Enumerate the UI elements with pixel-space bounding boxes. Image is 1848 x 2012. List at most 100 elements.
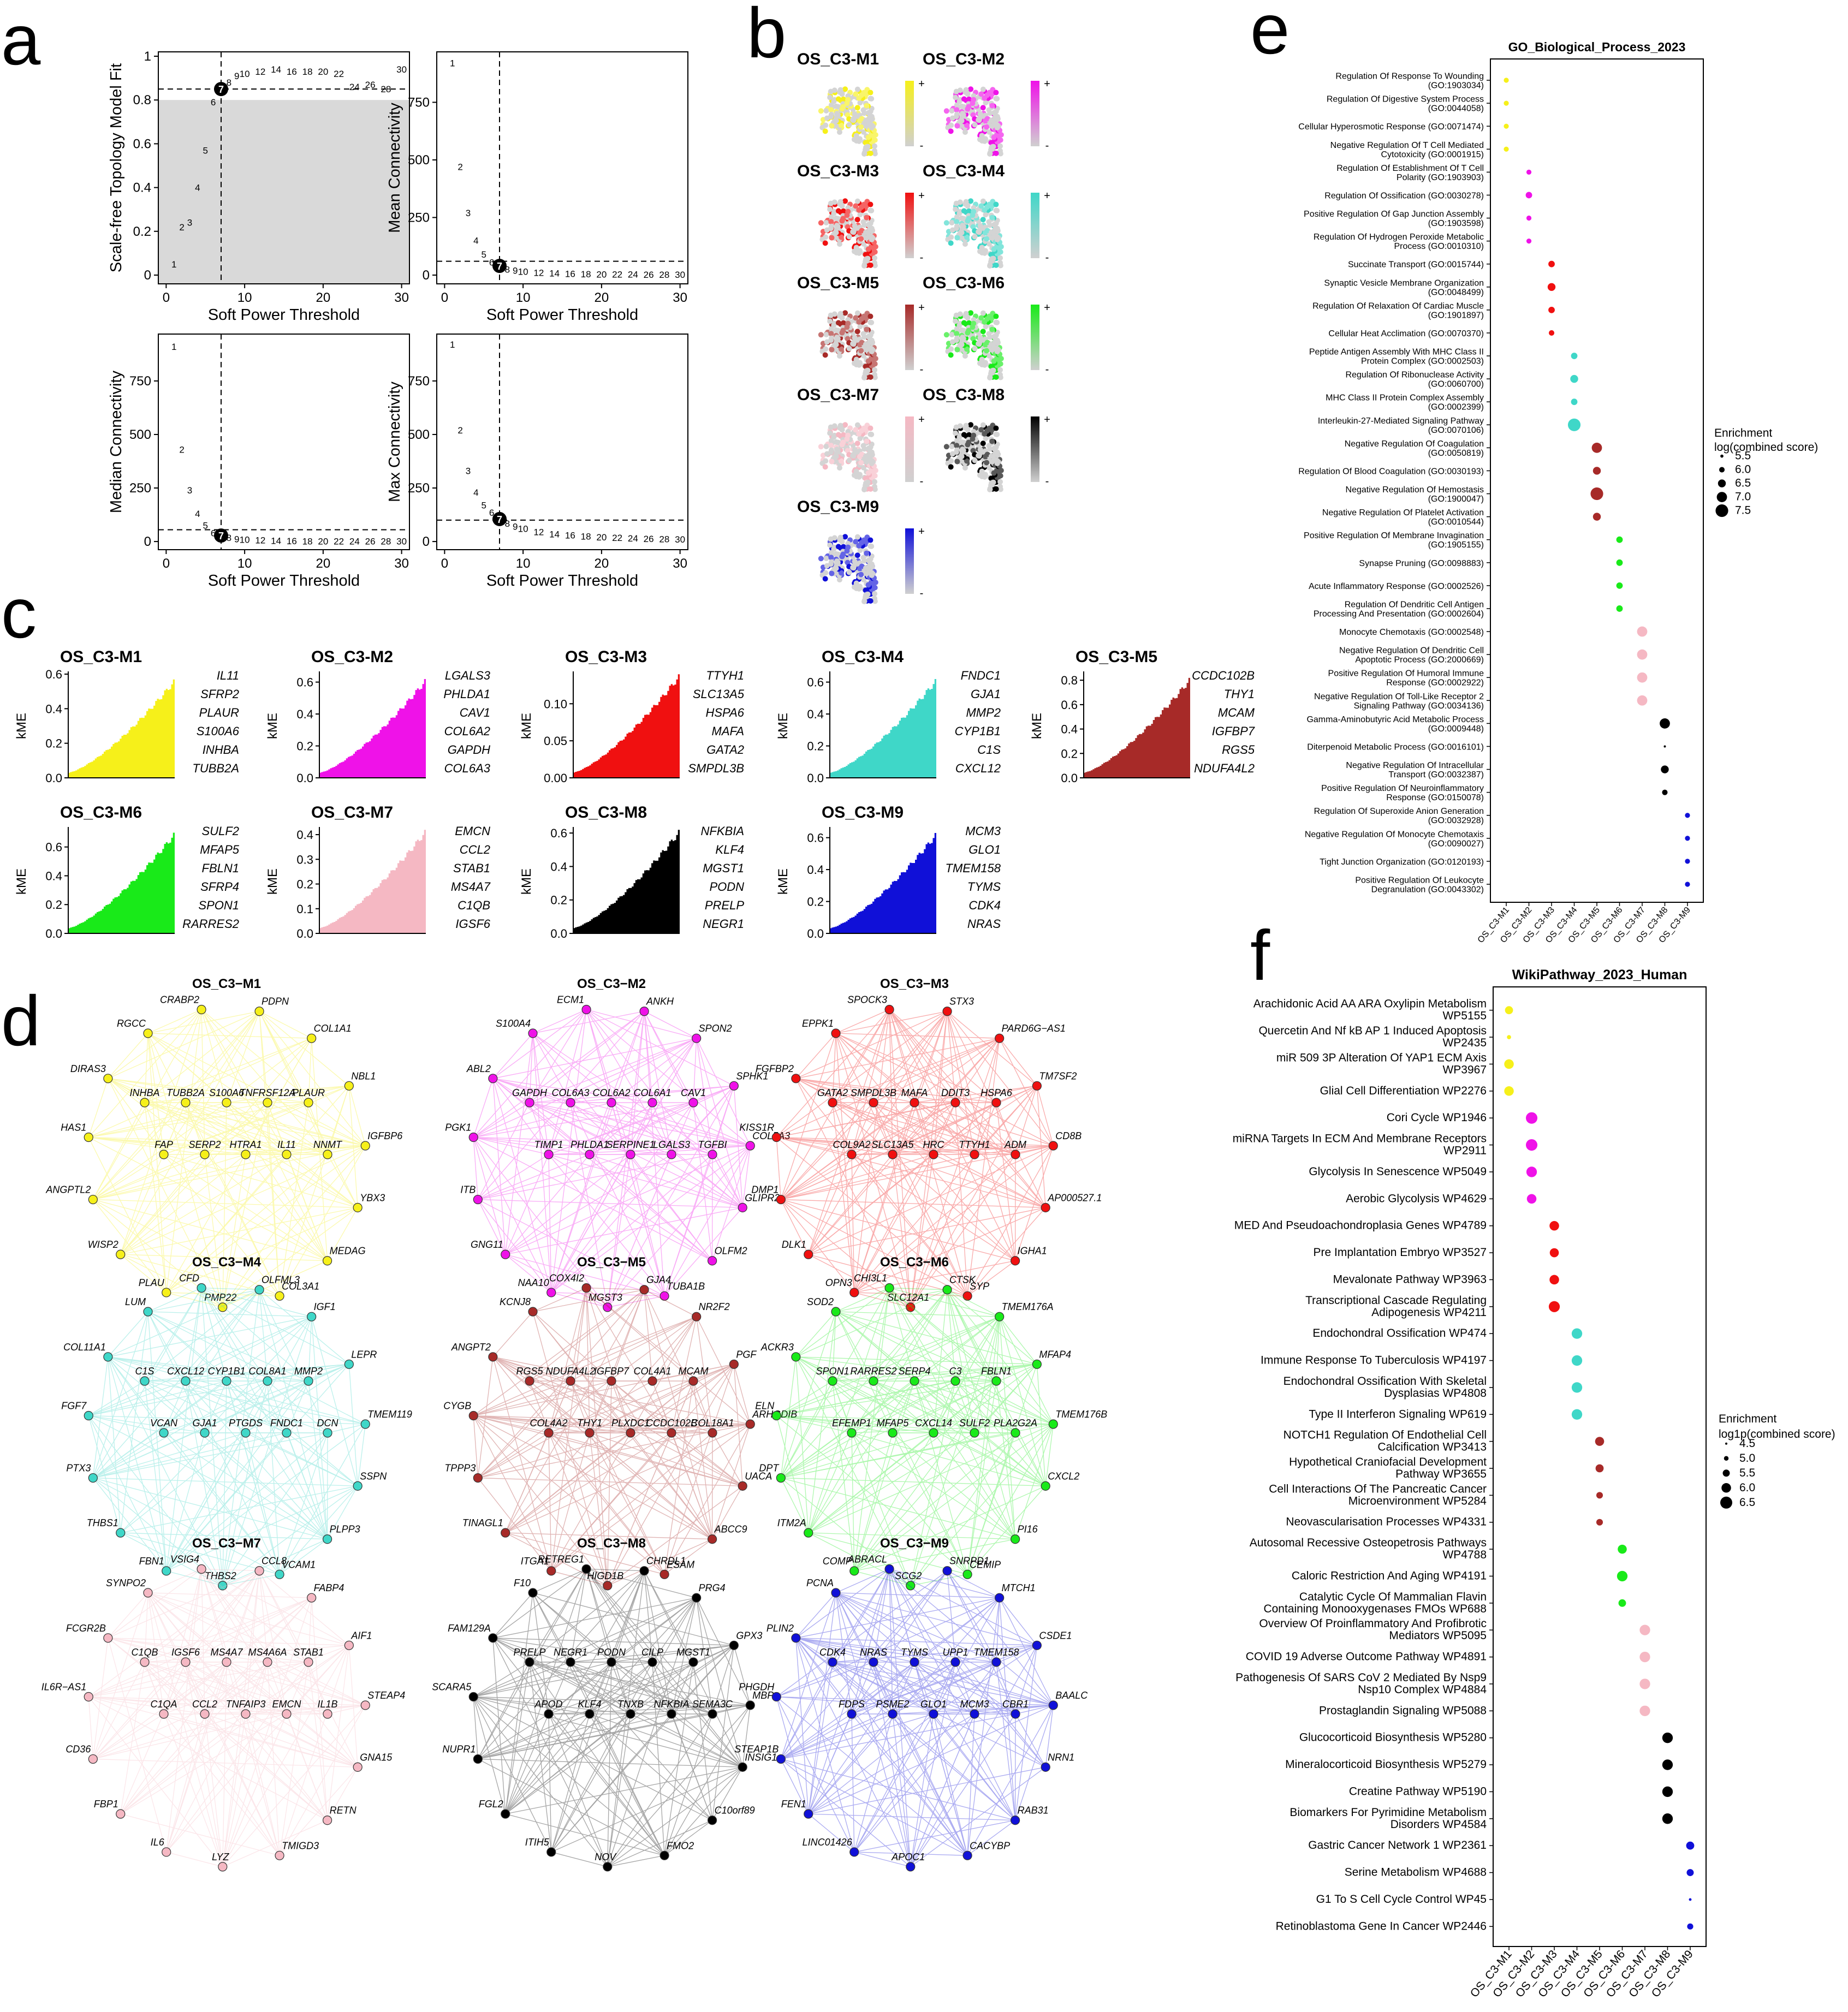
network-node: [847, 1709, 857, 1719]
umap-cell: [823, 443, 829, 449]
network-gene-label: GATA2: [817, 1087, 848, 1098]
network-gene-label: COL1A1: [314, 1023, 352, 1034]
network-gene-label: IGSF6: [171, 1647, 200, 1658]
network-node: [275, 1291, 284, 1301]
enrichment-dot: [1504, 146, 1509, 152]
point-label: 28: [659, 534, 669, 544]
point-label: 26: [365, 537, 376, 547]
network-gene-label: COL6A3: [551, 1087, 589, 1098]
network-gene-label: MS4A7: [210, 1647, 243, 1658]
legend-dot: [1721, 1483, 1731, 1493]
point-label: 10: [240, 535, 250, 545]
network-gene-label: PLAUR: [292, 1087, 325, 1098]
network-node: [585, 1709, 595, 1719]
network-node: [942, 1566, 952, 1576]
point-label: 30: [675, 534, 685, 545]
term-label: (GO:0090027): [1428, 839, 1484, 848]
enrichment-dot: [1686, 1841, 1695, 1850]
umap-cell: [869, 572, 875, 578]
umap-cell: [994, 225, 1000, 231]
legend-title: Enrichment: [1719, 1413, 1776, 1425]
umap-cell: [953, 312, 959, 318]
network-node: [991, 1098, 1001, 1108]
umap-cell: [948, 352, 954, 358]
umap-cell: [872, 355, 878, 361]
umap-title: OS_C3-M5: [797, 274, 879, 292]
umap-cell: [835, 432, 841, 438]
network-node: [688, 1376, 698, 1386]
term-label: Transcriptional Cascade Regulating: [1305, 1294, 1487, 1307]
network-node: [143, 1028, 153, 1038]
gene-label: RGS5: [1222, 743, 1255, 757]
umap-cell: [997, 151, 1003, 157]
x-tick-label: 0: [163, 556, 170, 571]
y-tick-label: 0.6: [1061, 698, 1078, 712]
network-gene-label: IGHA1: [1018, 1246, 1047, 1257]
x-tick-label: 10: [237, 290, 252, 305]
umap-cell: [980, 198, 986, 204]
network-node: [667, 1150, 676, 1159]
term-label: Neovascularisation Processes WP4331: [1286, 1516, 1487, 1528]
umap-cell: [833, 215, 839, 221]
network-node: [828, 1098, 837, 1108]
legend-dot: [1719, 467, 1725, 473]
network-node: [353, 1762, 363, 1772]
network-gene-label: CTSK: [949, 1275, 976, 1285]
network-gene-label: CHI3L1: [854, 1272, 887, 1283]
y-axis-label: kME: [265, 713, 280, 739]
umap-cell: [949, 219, 955, 225]
umap-cell: [971, 97, 977, 103]
colorbar-minus: -: [1045, 140, 1049, 152]
gene-label: C1S: [977, 743, 1001, 757]
umap-cell: [835, 320, 841, 326]
network-gene-label: CD36: [66, 1744, 91, 1755]
network-node: [162, 1847, 171, 1857]
umap-cell: [872, 367, 878, 373]
umap-cell: [827, 94, 833, 100]
umap-cell: [865, 470, 871, 476]
umap-cell: [828, 312, 834, 318]
umap-cell: [823, 219, 829, 225]
point-label: 30: [396, 64, 407, 75]
term-label: Mediators WP5095: [1389, 1629, 1487, 1642]
point-label: 3: [466, 466, 471, 477]
gene-label: SULF2: [202, 824, 239, 838]
umap-cell: [842, 422, 848, 428]
network-node: [103, 1074, 113, 1084]
y-tick-label: 750: [408, 374, 430, 389]
y-tick-label: 250: [129, 481, 151, 496]
term-label: Gastric Cancer Network 1 WP2361: [1308, 1839, 1487, 1852]
enrichment-dot: [1549, 1221, 1559, 1231]
colorbar: [1031, 81, 1039, 146]
network-node: [468, 1692, 478, 1702]
enrichment-dot: [1570, 374, 1578, 383]
enrichment-dot: [1637, 649, 1648, 660]
umap-cell: [858, 460, 864, 466]
network-gene-label: GJA4: [646, 1275, 671, 1285]
umap-cell: [861, 598, 867, 604]
umap-cell: [991, 470, 997, 476]
network-gene-label: OLFML3: [262, 1275, 300, 1285]
network-gene-label: S100A4: [496, 1018, 531, 1029]
network-node: [729, 1081, 739, 1091]
umap-cell: [968, 310, 974, 316]
point-label: 6: [489, 508, 494, 518]
gene-label: NRAS: [967, 917, 1001, 931]
network-gene-label: DCN: [317, 1418, 339, 1428]
umap-cell: [993, 313, 999, 319]
umap-cell: [993, 262, 999, 268]
umap-cell: [869, 337, 875, 343]
enrichment-dot: [1526, 215, 1532, 221]
point-label: 6: [211, 97, 216, 108]
umap-cell: [869, 460, 875, 466]
network-gene-label: ABCC9: [714, 1524, 747, 1535]
network-gene-label: CBR1: [1002, 1699, 1029, 1710]
term-label: Retinoblastoma Gene In Cancer WP2446: [1276, 1920, 1487, 1932]
network-node: [1032, 1081, 1042, 1091]
network-node: [1010, 1534, 1020, 1544]
network-gene-label: SYNPO2: [106, 1578, 146, 1588]
network-node: [162, 1288, 171, 1297]
network-gene-label: APOC1: [891, 1852, 925, 1862]
umap-cell: [850, 229, 856, 235]
network-node: [692, 1033, 702, 1043]
